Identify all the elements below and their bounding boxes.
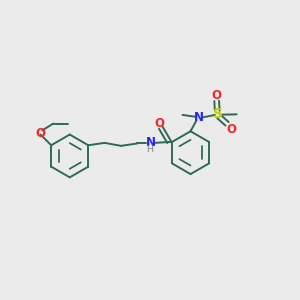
Text: H: H [147, 145, 154, 154]
Text: O: O [226, 123, 236, 136]
Text: S: S [213, 107, 223, 121]
Text: O: O [35, 127, 45, 140]
Text: N: N [194, 111, 204, 124]
Text: N: N [146, 136, 156, 149]
Text: O: O [154, 117, 165, 130]
Text: O: O [211, 89, 221, 102]
